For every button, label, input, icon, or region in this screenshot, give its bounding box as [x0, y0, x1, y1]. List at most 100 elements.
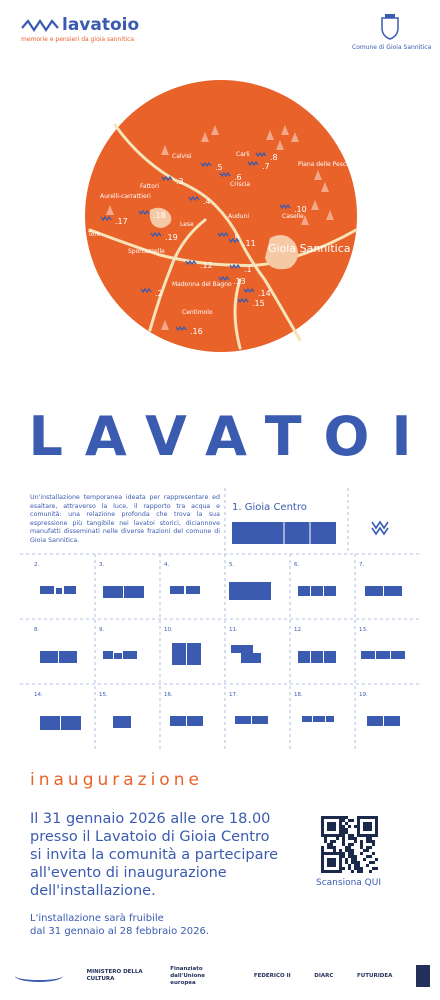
- qr-module: [375, 867, 378, 870]
- qr-module: [351, 855, 354, 858]
- qr-module: [330, 858, 333, 861]
- qr-module: [330, 828, 333, 831]
- qr-module: [375, 828, 378, 831]
- qr-module: [333, 834, 336, 837]
- qr-module: [348, 855, 351, 858]
- tree: [321, 182, 329, 192]
- qr-code[interactable]: [320, 815, 378, 873]
- qr-module: [348, 852, 351, 855]
- qr-module: [354, 825, 357, 828]
- cell-label: 16.: [164, 692, 173, 698]
- qr-module: [357, 825, 360, 828]
- qr-module: [339, 864, 342, 867]
- qr-module: [351, 834, 354, 837]
- qr-module: [321, 852, 324, 855]
- qr-module: [342, 843, 345, 846]
- lavatoio-icon: [247, 160, 259, 167]
- qr-module: [357, 822, 360, 825]
- tree: [211, 125, 219, 135]
- qr-module: [354, 840, 357, 843]
- qr-module: [333, 822, 336, 825]
- qr-module: [348, 864, 351, 867]
- qr-module: [375, 858, 378, 861]
- qr-module: [321, 858, 324, 861]
- lavatoio-number: .4: [203, 197, 211, 206]
- qr-module: [342, 867, 345, 870]
- qr-module: [339, 855, 342, 858]
- footer-logo: DIARC: [314, 972, 334, 979]
- qr-module: [327, 864, 330, 867]
- qr-module: [342, 834, 345, 837]
- lavatoio-shape: [56, 588, 62, 594]
- lavatoio-shape: [40, 651, 58, 663]
- footer-logo: FUTURIDEA: [357, 972, 393, 979]
- lavatoio-shape: [298, 586, 310, 596]
- qr-module: [351, 861, 354, 864]
- qr-module: [327, 846, 330, 849]
- qr-module: [336, 837, 339, 840]
- qr-module: [357, 834, 360, 837]
- logo-text: lavatoio: [62, 15, 140, 35]
- qr-module: [345, 822, 348, 825]
- text-line: dal 31 gennaio al 28 febbraio 2026.: [30, 926, 210, 937]
- qr-module: [339, 870, 342, 873]
- qr-module: [348, 819, 351, 822]
- qr-module: [360, 843, 363, 846]
- qr-module: [354, 837, 357, 840]
- tree: [311, 200, 319, 210]
- tree: [161, 145, 169, 155]
- qr-module: [345, 828, 348, 831]
- qr-module: [339, 849, 342, 852]
- qr-module: [360, 852, 363, 855]
- qr-module: [357, 831, 360, 834]
- lavatoio-number: .17: [115, 217, 128, 226]
- lavatoio-icon: [229, 263, 241, 270]
- lavatoio-icon: [217, 231, 229, 238]
- lavatoio-number: .6: [234, 173, 242, 182]
- place-label: Criscia: [230, 181, 250, 188]
- qr-module: [321, 846, 324, 849]
- qr-module: [333, 816, 336, 819]
- place-label: Carli: [236, 151, 250, 158]
- qr-module: [354, 858, 357, 861]
- lavatoio-number: .13: [233, 277, 246, 286]
- place-label: Tork: [87, 231, 101, 238]
- qr-module: [369, 870, 372, 873]
- lavatoio-icon: [279, 203, 291, 210]
- qr-module: [333, 840, 336, 843]
- qr-module: [330, 861, 333, 864]
- availability: L'installazione sarà fruibile dal 31 genn…: [30, 912, 209, 938]
- qr-module: [375, 831, 378, 834]
- lavatoio-number: .14: [258, 289, 271, 298]
- lavatoio-shape: [124, 586, 144, 598]
- qr-module: [357, 819, 360, 822]
- qr-module: [366, 825, 369, 828]
- footer-logo: Finanziato dall'Unione europea: [170, 965, 206, 986]
- place-label: Auduni: [228, 213, 249, 220]
- qr-module: [360, 834, 363, 837]
- qr-module: [321, 864, 324, 867]
- qr-module: [360, 816, 363, 819]
- lavatoio-shape: [113, 716, 131, 728]
- qr-module: [375, 822, 378, 825]
- lavatoio-shape: [231, 645, 253, 653]
- lavatoio-shape: [40, 586, 54, 594]
- text-line: presso il Lavatoio di Gioia Centro: [30, 829, 270, 845]
- lavatoio-shape: [114, 653, 122, 659]
- place-label: Aurelli-carrattieri: [100, 193, 151, 200]
- lavatoio-shape: [391, 651, 405, 659]
- qr-module: [339, 825, 342, 828]
- qr-module: [366, 834, 369, 837]
- qr-module: [321, 819, 324, 822]
- qr-module: [372, 852, 375, 855]
- qr-module: [333, 864, 336, 867]
- qr-module: [333, 849, 336, 852]
- qr-module: [327, 858, 330, 861]
- place-label: Calvisi: [172, 153, 192, 160]
- qr-module: [333, 828, 336, 831]
- lavatoio-number: .9: [232, 233, 240, 242]
- lavatoio-number: .3: [176, 177, 184, 186]
- qr-module: [372, 867, 375, 870]
- qr-module: [327, 870, 330, 873]
